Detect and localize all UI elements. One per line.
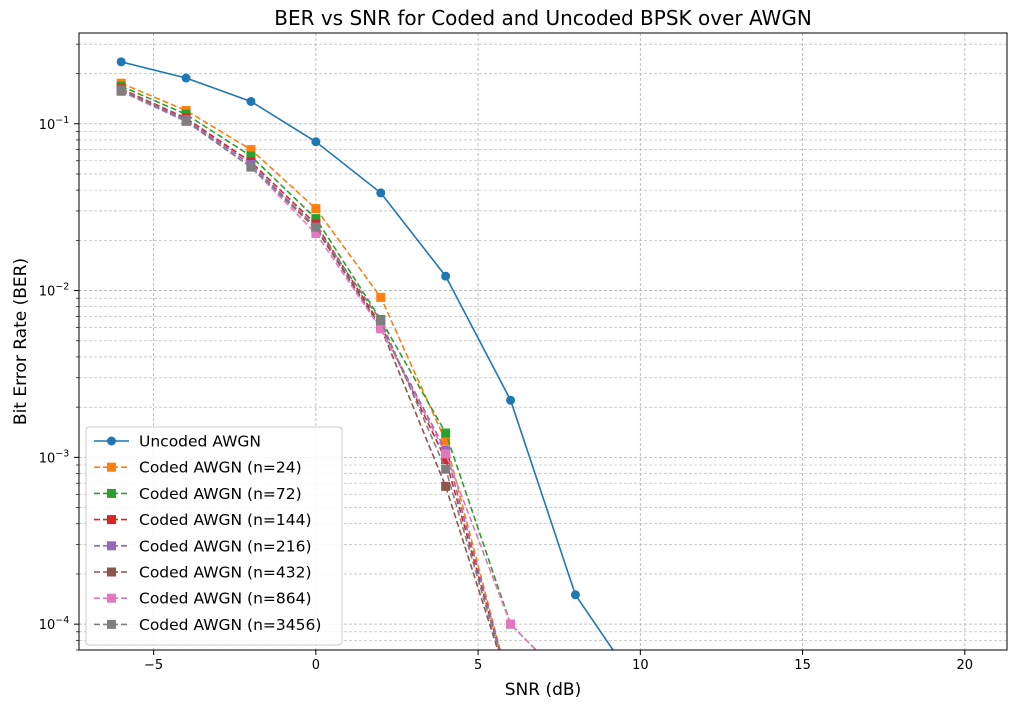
data-point <box>311 204 321 214</box>
legend: Uncoded AWGN Coded AWGN (n=24) Coded AWGN … <box>85 426 343 646</box>
legend-entry: Coded AWGN (n=144) <box>94 511 312 529</box>
series-7 <box>116 86 500 650</box>
data-point <box>116 86 126 96</box>
legend-entry: Coded AWGN (n=432) <box>94 564 312 582</box>
x-tick-label: 10 <box>632 658 649 673</box>
series-line <box>120 85 538 650</box>
data-point <box>441 449 451 459</box>
legend-entry: Coded AWGN (n=3456) <box>94 616 321 634</box>
data-point <box>107 619 116 629</box>
data-point <box>441 271 451 281</box>
data-point <box>107 436 116 446</box>
grid-layer <box>79 33 1007 651</box>
data-point <box>570 590 580 600</box>
data-point <box>506 619 516 629</box>
y-tick-label: 10−2 <box>39 282 70 300</box>
legend-label: Coded AWGN (n=144) <box>139 511 312 529</box>
data-point <box>441 436 451 446</box>
x-tick-label: 5 <box>474 658 482 673</box>
data-point <box>107 567 116 577</box>
legend-label: Coded AWGN (n=864) <box>139 590 312 608</box>
y-axis-label: Bit Error Rate (BER) <box>11 258 31 425</box>
legend-label: Uncoded AWGN <box>139 433 261 451</box>
chart-title: BER vs SNR for Coded and Uncoded BPSK ov… <box>274 6 812 30</box>
y-tick-label: 10−3 <box>39 448 70 466</box>
data-point <box>246 145 256 155</box>
legend-entry: Coded AWGN (n=72) <box>94 485 302 503</box>
data-point <box>246 96 256 106</box>
data-point <box>376 188 386 198</box>
series-layer <box>116 57 614 650</box>
data-point <box>107 515 116 525</box>
legend-label: Coded AWGN (n=24) <box>139 459 302 477</box>
data-point <box>311 222 321 232</box>
legend-entry: Coded AWGN (n=216) <box>94 537 312 555</box>
legend-entry: Uncoded AWGN <box>94 433 261 451</box>
data-point <box>246 162 256 172</box>
data-point <box>376 292 386 302</box>
x-tick-label: 15 <box>794 658 811 673</box>
legend-entry: Coded AWGN (n=864) <box>94 590 312 608</box>
data-point <box>311 228 321 238</box>
data-point <box>246 151 256 161</box>
x-axis-label: SNR (dB) <box>505 680 581 700</box>
data-point <box>181 116 191 126</box>
data-point <box>441 428 451 438</box>
legend-label: Coded AWGN (n=216) <box>139 537 312 555</box>
x-tick-label: 0 <box>312 658 320 673</box>
legend-box <box>85 426 343 646</box>
data-point <box>107 488 116 498</box>
y-tick-label: 10−1 <box>39 115 70 133</box>
data-point <box>311 137 321 147</box>
data-point <box>441 464 451 474</box>
data-point <box>441 455 451 465</box>
data-point <box>441 481 451 491</box>
y-tick-label: 10−4 <box>39 615 70 633</box>
x-tick-label: −5 <box>144 658 163 673</box>
data-point <box>107 593 116 603</box>
legend-entry: Coded AWGN (n=24) <box>94 459 302 477</box>
data-point <box>107 462 116 472</box>
tick-layer: −5 0 5 10 15 20 10−4 10−3 10−2 10−1 <box>39 43 974 673</box>
x-tick-label: 20 <box>957 658 974 673</box>
legend-label: Coded AWGN (n=72) <box>139 485 302 503</box>
data-point <box>107 541 116 551</box>
plot-area <box>116 57 614 650</box>
plot-frame <box>78 32 1008 651</box>
data-point <box>376 316 386 326</box>
legend-label: Coded AWGN (n=432) <box>139 564 312 582</box>
data-point <box>181 73 191 83</box>
data-point <box>311 214 321 224</box>
data-point <box>116 57 126 67</box>
legend-label: Coded AWGN (n=3456) <box>139 616 321 634</box>
data-point <box>376 324 386 334</box>
series-0 <box>116 57 614 650</box>
data-point <box>506 395 516 405</box>
